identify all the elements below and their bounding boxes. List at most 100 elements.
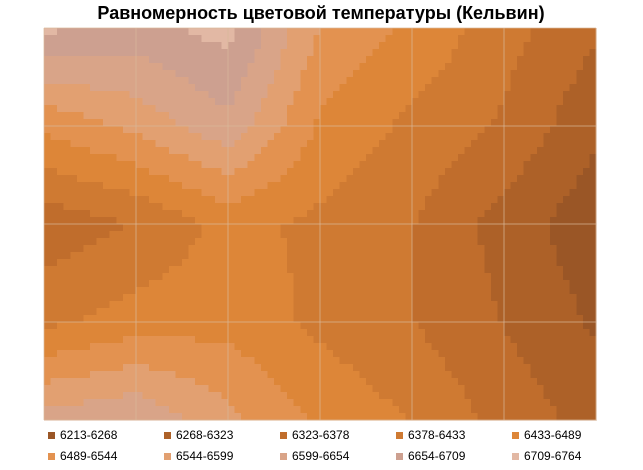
- contour-cell: [306, 210, 315, 218]
- contour-cell: [320, 154, 328, 162]
- contour-cell: [320, 364, 328, 372]
- contour-cell: [490, 70, 499, 78]
- contour-cell: [563, 231, 571, 239]
- contour-cell: [221, 112, 229, 120]
- contour-cell: [149, 364, 157, 372]
- contour-cell: [412, 336, 420, 344]
- contour-cell: [155, 385, 163, 393]
- contour-cell: [510, 399, 518, 407]
- contour-cell: [320, 308, 328, 316]
- contour-cell: [221, 63, 229, 71]
- contour-cell: [405, 77, 413, 85]
- contour-cell: [109, 70, 117, 78]
- contour-cell: [109, 224, 117, 232]
- contour-cell: [536, 287, 545, 295]
- contour-cell: [569, 294, 577, 302]
- contour-cell: [313, 189, 321, 197]
- contour-cell: [287, 182, 295, 190]
- contour-cell: [241, 280, 249, 288]
- contour-cell: [241, 364, 249, 372]
- contour-cell: [398, 350, 407, 358]
- contour-cell: [333, 175, 341, 183]
- contour-cell: [44, 147, 52, 155]
- contour-cell: [418, 35, 426, 43]
- contour-cell: [464, 294, 472, 302]
- contour-cell: [582, 413, 591, 421]
- contour-cell: [136, 406, 144, 414]
- contour-cell: [287, 63, 295, 71]
- contour-cell: [175, 105, 183, 113]
- contour-cell: [556, 77, 564, 85]
- contour-cell: [431, 182, 439, 190]
- contour-cell: [504, 371, 512, 379]
- contour-cell: [490, 77, 499, 85]
- contour-cell: [300, 273, 308, 281]
- contour-cell: [50, 364, 58, 372]
- contour-cell: [444, 406, 453, 414]
- contour-cell: [543, 203, 551, 211]
- contour-cell: [504, 42, 512, 50]
- contour-cell: [366, 91, 374, 99]
- contour-cell: [300, 35, 308, 43]
- contour-cell: [136, 259, 144, 267]
- contour-cell: [221, 126, 229, 134]
- contour-cell: [543, 385, 551, 393]
- contour-cell: [300, 280, 308, 288]
- contour-cell: [90, 147, 98, 155]
- contour-cell: [589, 245, 597, 253]
- contour-cell: [162, 84, 170, 92]
- contour-cell: [155, 392, 163, 400]
- contour-cell: [109, 280, 117, 288]
- contour-cell: [536, 210, 545, 218]
- contour-cell: [136, 322, 144, 330]
- contour-cell: [556, 392, 564, 400]
- contour-cell: [589, 42, 597, 50]
- contour-cell: [346, 413, 354, 421]
- contour-cell: [228, 273, 236, 281]
- contour-cell: [306, 203, 315, 211]
- contour-cell: [359, 273, 367, 281]
- contour-cell: [214, 259, 223, 267]
- contour-cell: [352, 322, 361, 330]
- contour-cell: [431, 203, 439, 211]
- contour-cell: [306, 105, 315, 113]
- contour-cell: [168, 385, 177, 393]
- contour-cell: [359, 315, 367, 323]
- contour-cell: [379, 42, 387, 50]
- contour-cell: [96, 301, 104, 309]
- contour-cell: [129, 385, 137, 393]
- contour-cell: [438, 322, 446, 330]
- contour-cell: [221, 392, 229, 400]
- contour-cell: [63, 245, 71, 253]
- contour-cell: [267, 35, 275, 43]
- contour-cell: [136, 126, 144, 134]
- contour-cell: [234, 231, 242, 239]
- contour-cell: [425, 35, 433, 43]
- contour-cell: [221, 105, 229, 113]
- contour-cell: [234, 112, 242, 120]
- contour-cell: [57, 56, 65, 64]
- contour-cell: [287, 238, 295, 246]
- contour-cell: [471, 350, 479, 358]
- contour-cell: [162, 126, 170, 134]
- contour-cell: [76, 413, 85, 421]
- contour-cell: [366, 70, 374, 78]
- contour-cell: [333, 280, 341, 288]
- contour-cell: [83, 364, 91, 372]
- contour-cell: [96, 77, 104, 85]
- contour-cell: [155, 147, 163, 155]
- contour-cell: [458, 287, 466, 295]
- contour-cell: [425, 154, 433, 162]
- contour-cell: [333, 168, 341, 176]
- contour-cell: [346, 350, 354, 358]
- contour-cell: [293, 161, 301, 169]
- contour-cell: [122, 294, 131, 302]
- contour-cell: [50, 105, 58, 113]
- contour-cell: [458, 28, 466, 36]
- contour-cell: [241, 175, 249, 183]
- contour-cell: [550, 161, 558, 169]
- contour-cell: [569, 196, 577, 204]
- contour-cell: [195, 392, 203, 400]
- contour-cell: [175, 56, 183, 64]
- contour-cell: [563, 224, 571, 232]
